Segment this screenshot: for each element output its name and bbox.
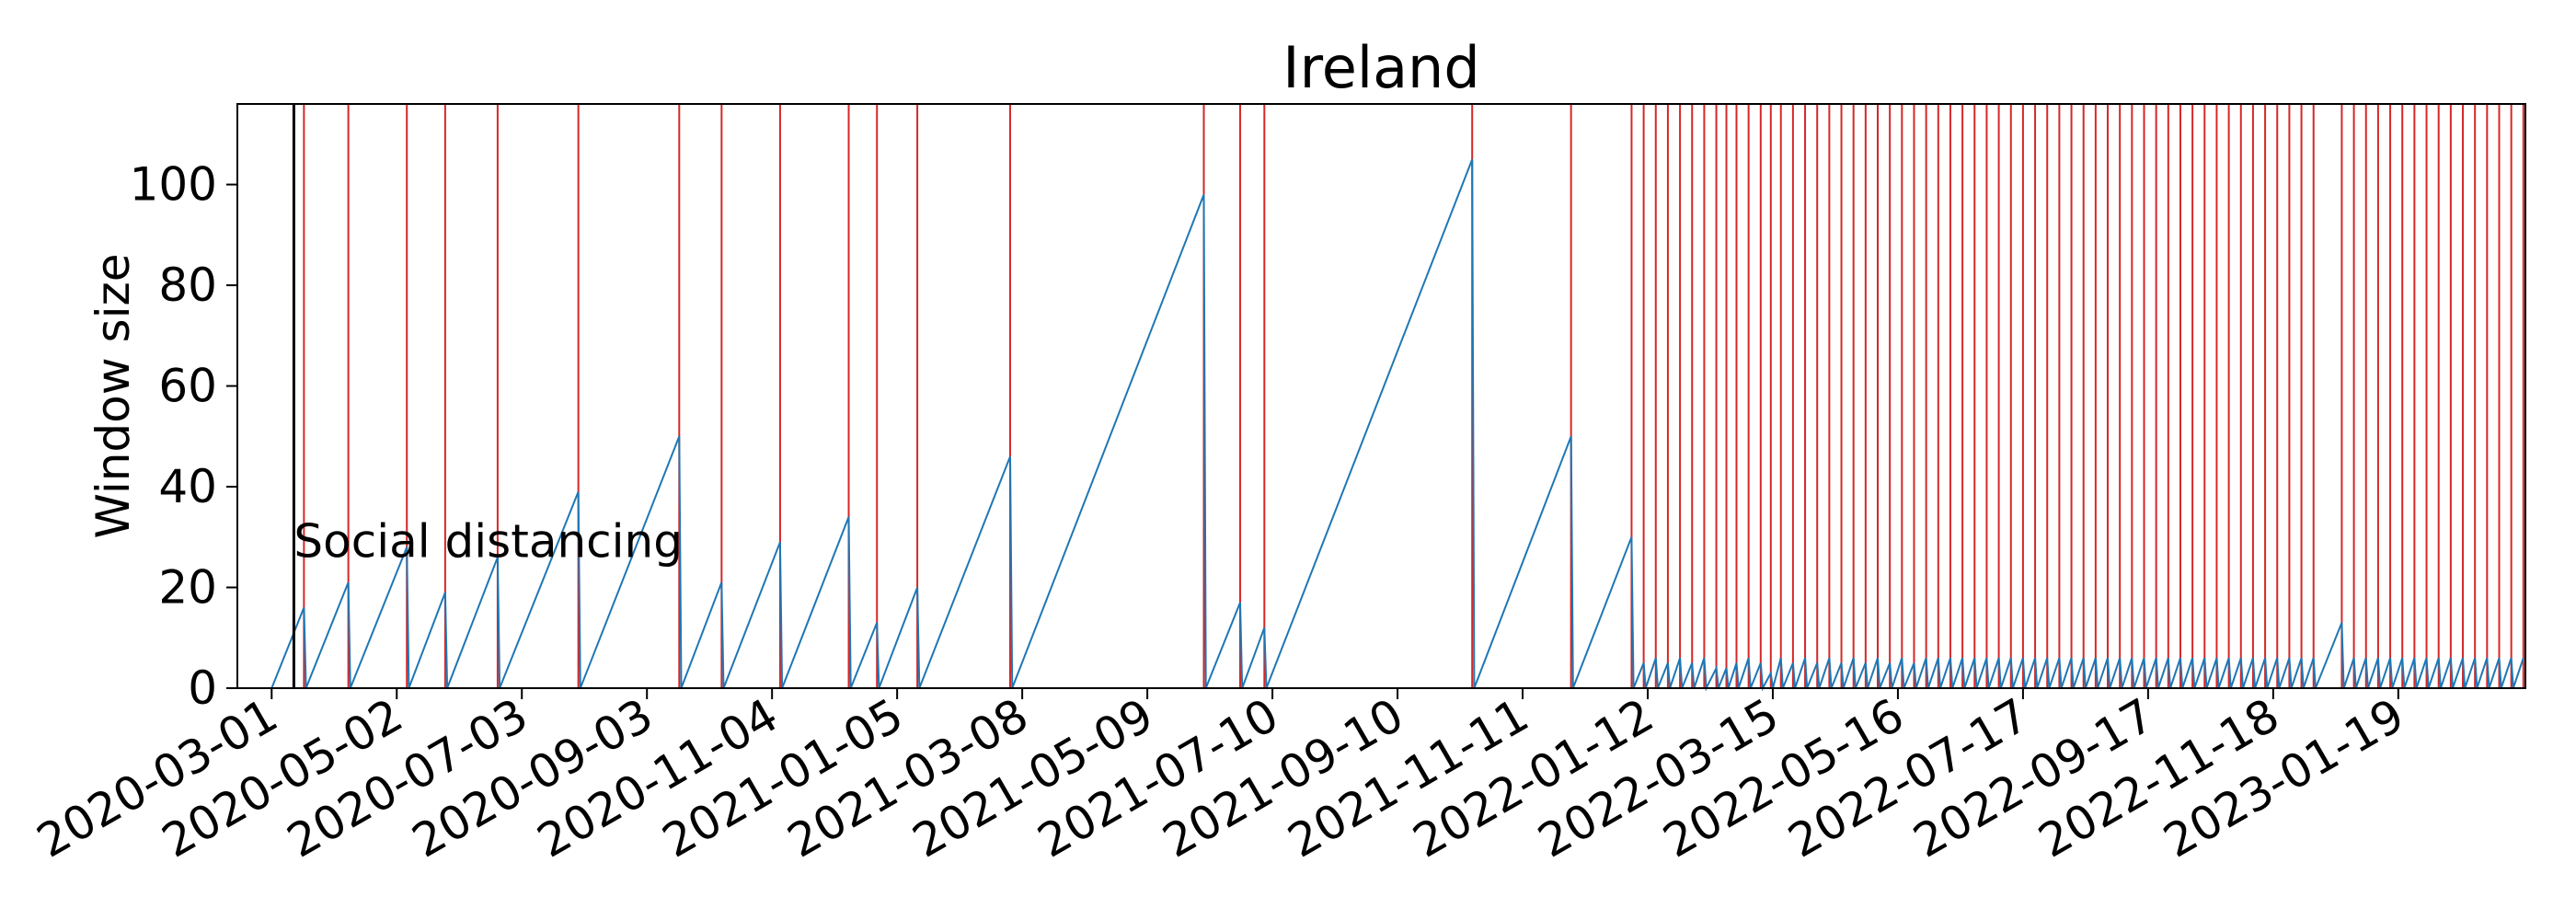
- y-tick-label: 60: [158, 360, 217, 413]
- series-group: [270, 158, 2524, 692]
- y-tick-label: 40: [158, 460, 217, 513]
- y-axis: 0 20 40 60 80 100: [130, 158, 237, 715]
- y-tick-label: 100: [130, 158, 217, 212]
- x-axis: 2020-03-012020-05-022020-07-032020-09-03…: [29, 688, 2413, 868]
- series-line: [270, 158, 2524, 692]
- chart-title: Ireland: [1282, 34, 1479, 101]
- y-axis-label: Window size: [86, 254, 140, 539]
- y-tick-label: 0: [188, 661, 217, 715]
- reset-lines-group: [303, 104, 2524, 688]
- y-tick-label: 80: [158, 259, 217, 312]
- y-tick-label: 20: [158, 561, 217, 615]
- plot-frame: [236, 103, 2526, 689]
- social-distancing-annotation: Social distancing: [293, 515, 683, 569]
